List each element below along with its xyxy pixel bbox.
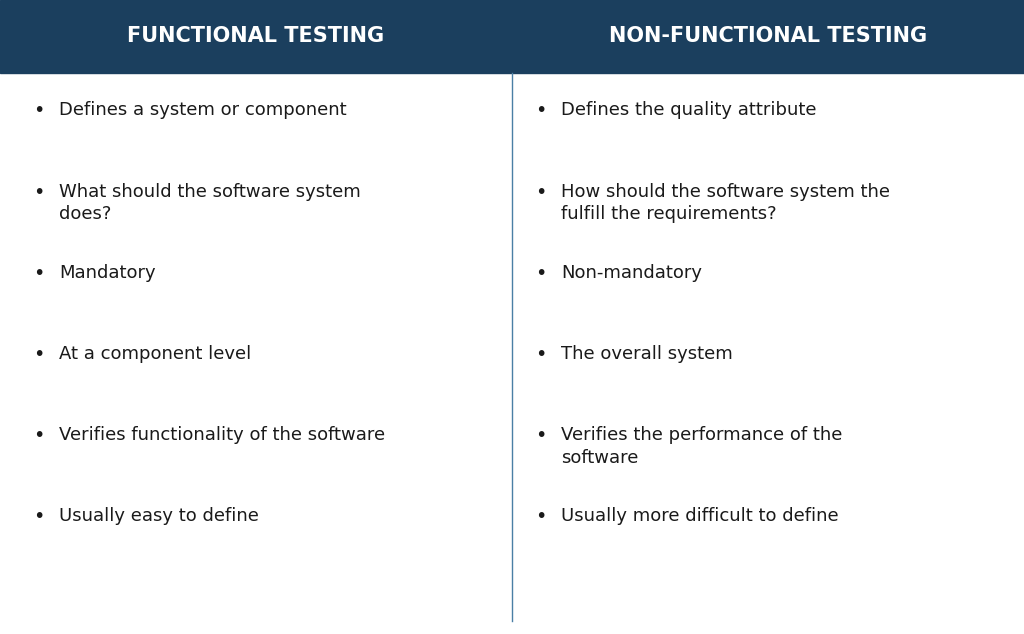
Bar [0,73,1024,634]
Text: FUNCTIONAL TESTING: FUNCTIONAL TESTING [127,27,385,46]
Text: NON-FUNCTIONAL TESTING: NON-FUNCTIONAL TESTING [609,27,927,46]
Text: Verifies functionality of the software: Verifies functionality of the software [59,426,385,444]
Text: •: • [535,101,547,120]
Text: •: • [535,507,547,526]
Bar [0,0,1024,73]
Text: Non-mandatory: Non-mandatory [561,264,702,281]
Text: At a component level: At a component level [59,345,252,363]
Text: Mandatory: Mandatory [59,264,156,281]
Text: Defines the quality attribute: Defines the quality attribute [561,101,817,119]
Text: •: • [535,264,547,283]
Text: The overall system: The overall system [561,345,733,363]
Text: What should the software system
does?: What should the software system does? [59,183,361,224]
Text: •: • [33,426,45,445]
Text: How should the software system the
fulfill the requirements?: How should the software system the fulfi… [561,183,890,224]
Text: •: • [535,183,547,202]
Text: •: • [33,264,45,283]
Text: Verifies the performance of the
software: Verifies the performance of the software [561,426,843,467]
Text: Usually easy to define: Usually easy to define [59,507,259,525]
Text: Usually more difficult to define: Usually more difficult to define [561,507,839,525]
Text: •: • [33,345,45,364]
Text: •: • [33,101,45,120]
Text: •: • [33,507,45,526]
Text: Defines a system or component: Defines a system or component [59,101,347,119]
Text: •: • [535,426,547,445]
Text: •: • [535,345,547,364]
Text: •: • [33,183,45,202]
